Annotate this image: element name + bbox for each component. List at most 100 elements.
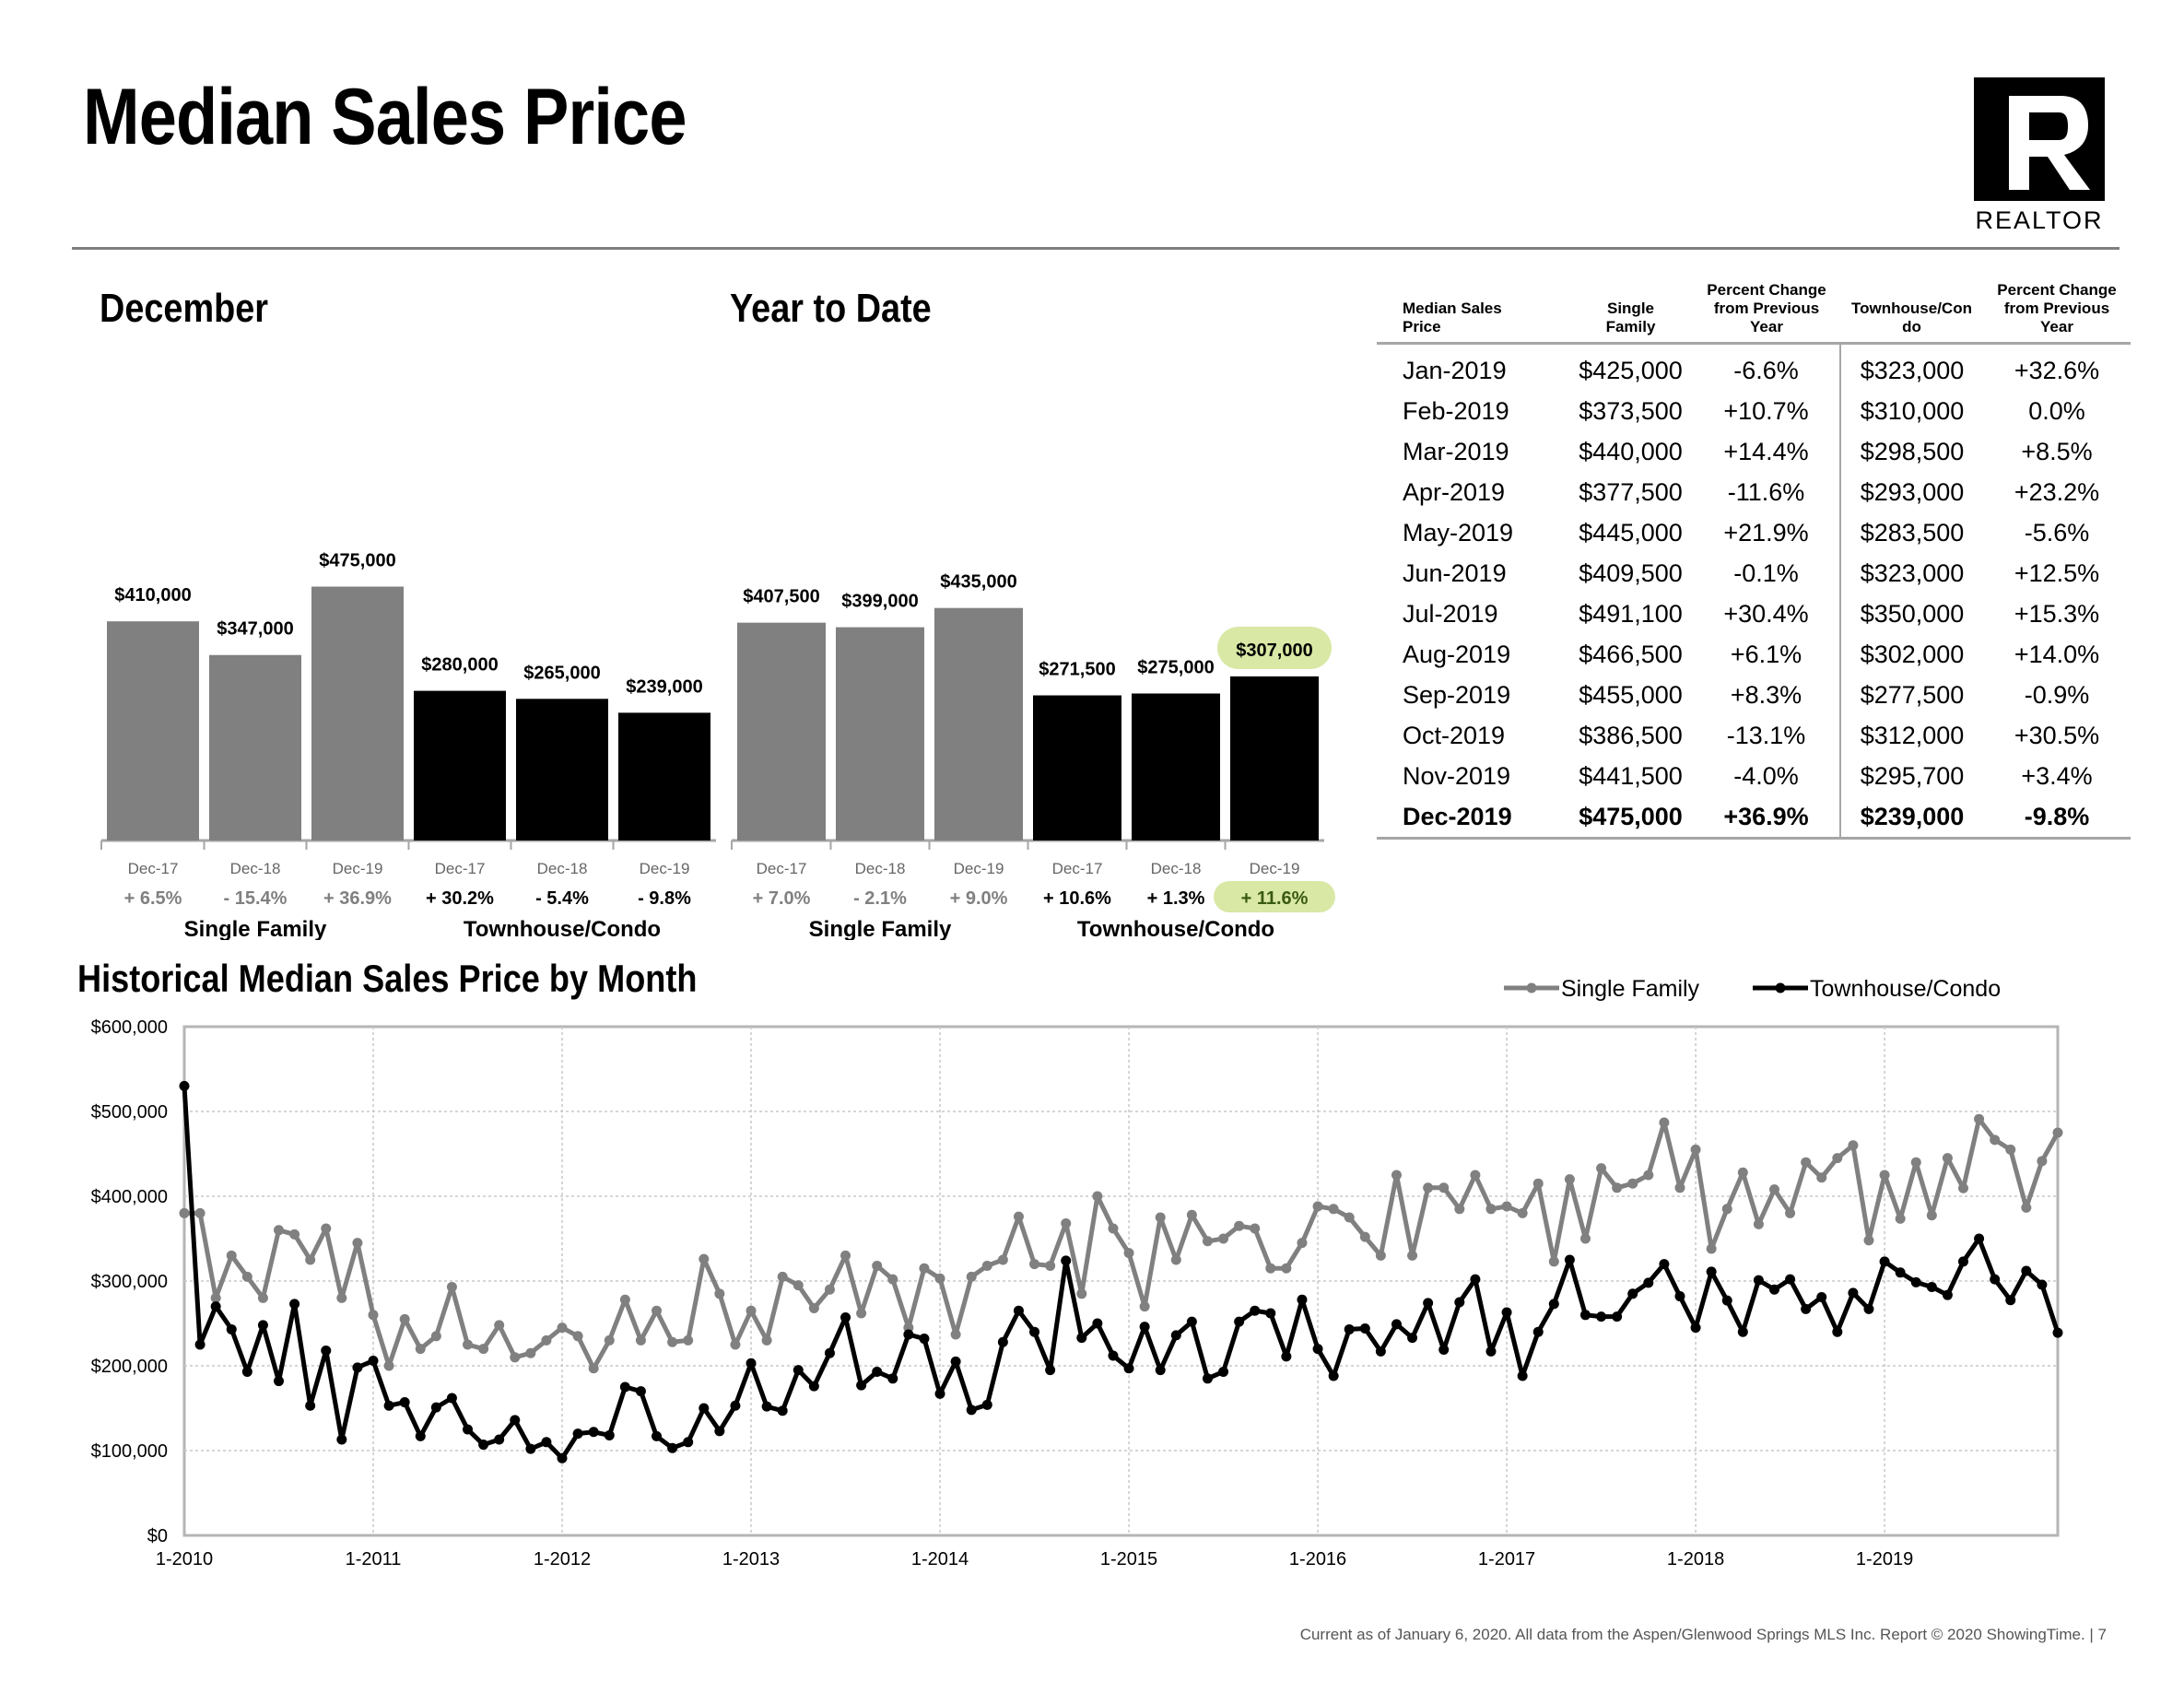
series-point (2021, 1265, 2032, 1276)
table-cell: $440,000 (1579, 437, 1683, 465)
series-point (714, 1426, 725, 1437)
series-point (305, 1400, 316, 1411)
bar-value-label: $407,500 (743, 587, 819, 607)
table-cell: +32.6% (2014, 356, 2100, 384)
series-point (1863, 1235, 1874, 1246)
series-point (1092, 1191, 1103, 1202)
table-cell: $298,500 (1860, 437, 1965, 465)
table-cell: $350,000 (1860, 599, 1965, 628)
series-point (194, 1339, 205, 1350)
series-point (557, 1322, 568, 1334)
series-point (1123, 1363, 1134, 1374)
bar-category-label: Dec-19 (640, 860, 690, 877)
series-point (1013, 1305, 1024, 1316)
bar (934, 607, 1023, 840)
series-point (274, 1225, 285, 1236)
series-point (1359, 1323, 1370, 1334)
x-tick-label: 1-2011 (346, 1549, 402, 1569)
series-point (1076, 1288, 1087, 1299)
series-point (1768, 1184, 1779, 1195)
series-point (1659, 1259, 1670, 1270)
series-point (934, 1388, 945, 1399)
realtor-logo-text: REALTOR (1975, 206, 2103, 234)
series-point (572, 1428, 583, 1440)
table-header-th-change: Percent Change from Previous Year (1997, 281, 2117, 335)
series-point (1910, 1276, 1921, 1287)
series-point (446, 1393, 457, 1404)
series-point (336, 1434, 347, 1445)
ytd-bar-chart: $407,500 Dec-17 + 7.0% $399,000 Dec-18 - 2.1%… (731, 572, 1335, 940)
series-point (1957, 1256, 1968, 1267)
table-cell: Jun-2019 (1403, 558, 1507, 587)
table-cell: $323,000 (1860, 356, 1965, 384)
series-point (1801, 1157, 1812, 1168)
series-point (226, 1323, 237, 1334)
table-header-month: Median Sales Price (1403, 300, 1502, 335)
monthly-median-table: Median Sales Price Single Family Percent C… (1377, 281, 2131, 840)
series-point (1627, 1178, 1638, 1189)
series-point (604, 1334, 615, 1346)
series-point (1123, 1248, 1134, 1259)
y-tick-label: $0 (147, 1526, 168, 1546)
realtor-logo-r-glyph (2009, 96, 2090, 190)
series-point (997, 1254, 1008, 1265)
series-point (1816, 1291, 1827, 1302)
series-point (289, 1299, 300, 1310)
bar-change-label: + 6.5% (124, 888, 182, 909)
series-point (1926, 1281, 1937, 1292)
series-point (1454, 1204, 1465, 1215)
series-point (1816, 1172, 1827, 1183)
bar-change-label: + 7.0% (753, 888, 811, 909)
series-point (1612, 1182, 1623, 1193)
bar-category-label: Dec-17 (435, 860, 486, 877)
bar (311, 586, 404, 840)
series-point (808, 1381, 819, 1392)
series-point (1643, 1170, 1654, 1181)
x-tick-label: 1-2019 (1856, 1549, 1913, 1569)
series-point (274, 1376, 285, 1387)
series-point (1391, 1170, 1402, 1181)
series-point (336, 1292, 347, 1303)
table-cell: +3.4% (2021, 761, 2093, 790)
series-point (1942, 1153, 1953, 1164)
table-row: Mar-2019 $440,000 +14.4% $298,500 +8.5% (1377, 431, 2131, 472)
table-cell: $491,100 (1579, 599, 1683, 628)
table-cell: -9.8% (1983, 796, 2131, 840)
series-point (1532, 1326, 1544, 1337)
series-point (1848, 1140, 1859, 1151)
series-point (730, 1339, 741, 1350)
series-point (1061, 1217, 1072, 1228)
bar-value-label: $399,000 (841, 592, 918, 612)
bar-value-label: $307,000 (1236, 641, 1312, 661)
series-point (1485, 1346, 1497, 1357)
table-cell: -4.0% (1693, 756, 1841, 796)
series-point (541, 1437, 552, 1448)
series-point (808, 1302, 819, 1313)
series-point (1454, 1297, 1465, 1308)
series-point (934, 1273, 945, 1284)
series-point (1706, 1266, 1717, 1277)
bar-category-label: Dec-17 (757, 860, 807, 877)
series-point (966, 1405, 977, 1416)
bar-value-label: $475,000 (319, 551, 395, 571)
ytd-chart-title: Year to Date (730, 286, 932, 331)
series-point (1328, 1204, 1339, 1215)
table-cell: +12.5% (2014, 558, 2100, 587)
bar-value-label: $435,000 (940, 572, 1016, 593)
x-tick-label: 1-2015 (1100, 1549, 1157, 1569)
bar-change-label: + 9.0% (950, 888, 1008, 909)
footer-note: Current as of January 6, 2020. All data … (1299, 1626, 2107, 1643)
table-cell: $302,000 (1860, 640, 1965, 668)
series-point (1218, 1233, 1229, 1244)
series-point (1674, 1291, 1685, 1302)
series-point (305, 1254, 316, 1265)
series-point (714, 1288, 725, 1299)
december-bar-chart: $410,000 Dec-17 + 6.5% $347,000 Dec-18 - 15.4… (100, 551, 716, 940)
series-point (761, 1334, 772, 1346)
table-cell: $323,000 (1860, 558, 1965, 587)
series-point (1438, 1182, 1450, 1193)
series-point (1281, 1351, 1292, 1362)
series-point (383, 1400, 394, 1411)
series-point (1312, 1201, 1323, 1212)
table-cell: $441,500 (1579, 761, 1683, 790)
